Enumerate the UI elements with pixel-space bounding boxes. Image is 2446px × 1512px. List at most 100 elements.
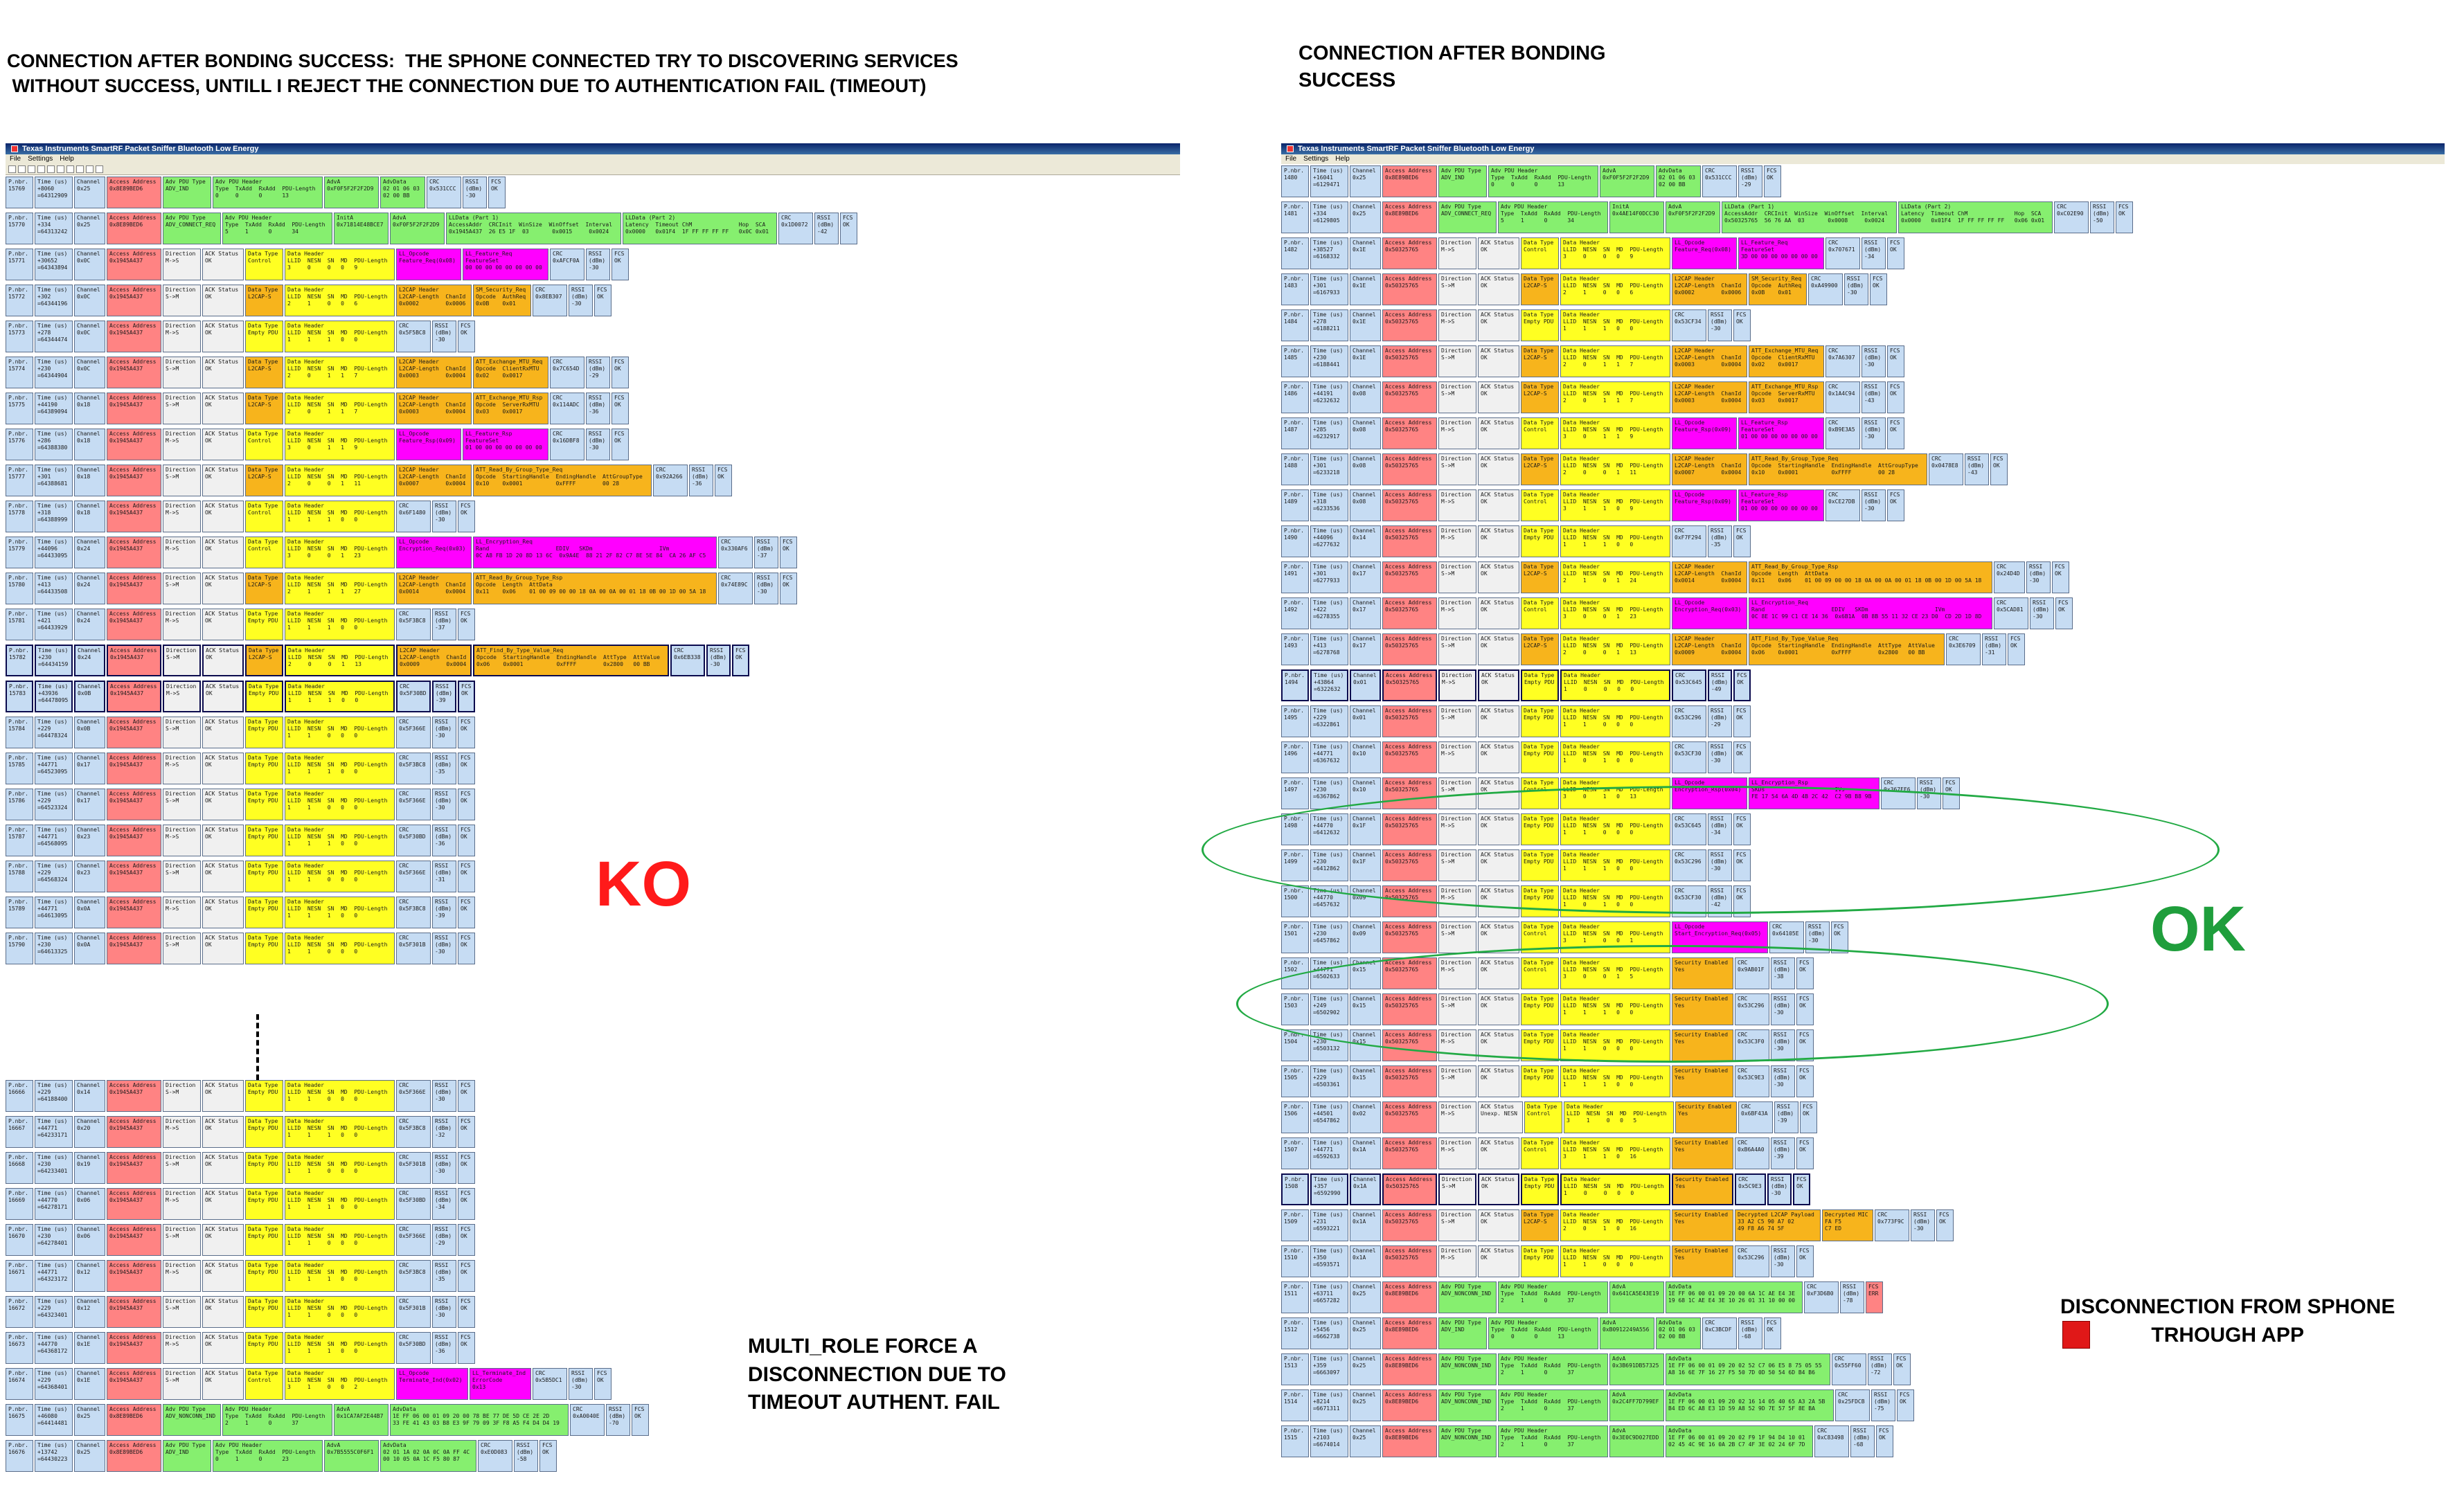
packet-row[interactable]: P.nbr. 1496 Time (us) +44771 =6367632 Chan…	[1281, 741, 1751, 773]
menu-settings[interactable]: Settings	[1303, 155, 1329, 163]
packet-row[interactable]: P.nbr. 15789 Time (us) +44771 =64613095 Ch…	[6, 897, 475, 928]
packet-field: P.nbr. 1500	[1281, 885, 1309, 917]
packet-field: LL_Opcode Feature_Rsp(0x09)	[1672, 417, 1737, 449]
packet-row[interactable]: P.nbr. 16668 Time (us) +230 =64233401 Chan…	[6, 1152, 475, 1184]
save-icon[interactable]	[28, 165, 35, 173]
packet-row[interactable]: P.nbr. 1505 Time (us) +229 =6503361 Channe…	[1281, 1065, 1814, 1097]
window-titlebar[interactable]: Texas Instruments SmartRF Packet Sniffer…	[6, 143, 1180, 154]
packet-row[interactable]: P.nbr. 15777 Time (us) +301 =64388681 Chan…	[6, 465, 732, 496]
play-icon[interactable]	[47, 165, 55, 173]
packet-field: Direction S->M	[163, 393, 201, 424]
packet-row[interactable]: P.nbr. 1508 Time (us) +357 =6592990 Channe…	[1281, 1173, 1810, 1205]
packet-row[interactable]: P.nbr. 1481 Time (us) +334 =6129805 Channe…	[1281, 201, 2133, 233]
packet-row[interactable]: P.nbr. 1488 Time (us) +301 =6233218 Channe…	[1281, 453, 2008, 485]
clear-icon[interactable]	[37, 165, 45, 173]
packet-row[interactable]: P.nbr. 1493 Time (us) +413 =6278768 Channe…	[1281, 633, 2025, 665]
scroll-lock-icon[interactable]	[96, 165, 103, 173]
packet-field: CRC 0x7C654D	[550, 357, 584, 388]
menu-help[interactable]: Help	[60, 155, 74, 163]
packet-row[interactable]: P.nbr. 1512 Time (us) +5456 =6662738 Chann…	[1281, 1317, 1781, 1349]
packet-row[interactable]: P.nbr. 16669 Time (us) +44770 =64278171 Ch…	[6, 1188, 475, 1220]
scroll-down-icon[interactable]	[86, 165, 93, 173]
packet-row[interactable]: P.nbr. 15775 Time (us) +44190 =64389094 Ch…	[6, 393, 629, 424]
packet-row[interactable]: P.nbr. 15776 Time (us) +286 =64388380 Chan…	[6, 429, 629, 460]
packet-field: FCS OK	[1893, 1353, 1911, 1385]
new-icon[interactable]	[8, 165, 16, 173]
menu-settings[interactable]: Settings	[28, 155, 53, 163]
packet-row[interactable]: P.nbr. 15769 Time (us) +8060 =64312909 Cha…	[6, 177, 506, 208]
packet-row[interactable]: P.nbr. 16672 Time (us) +229 =64323401 Chan…	[6, 1296, 475, 1328]
packet-row[interactable]: P.nbr. 1514 Time (us) +8214 =6671311 Chann…	[1281, 1389, 1914, 1421]
packet-row[interactable]: P.nbr. 1492 Time (us) +422 =6278355 Channe…	[1281, 597, 2073, 629]
packet-row[interactable]: P.nbr. 1513 Time (us) +359 =6663097 Channe…	[1281, 1353, 1911, 1385]
packet-row[interactable]: P.nbr. 15790 Time (us) +230 =64613325 Chan…	[6, 933, 475, 964]
open-icon[interactable]	[18, 165, 26, 173]
packet-row[interactable]: P.nbr. 15786 Time (us) +229 =64523324 Chan…	[6, 789, 475, 820]
packet-row[interactable]: P.nbr. 16671 Time (us) +44771 =64323172 Ch…	[6, 1260, 475, 1292]
packet-field: LL_Opcode Feature_Rsp(0x09)	[396, 429, 461, 460]
packet-row[interactable]: P.nbr. 1511 Time (us) +63711 =6657282 Chan…	[1281, 1281, 1883, 1313]
packet-row[interactable]: P.nbr. 15788 Time (us) +229 =64568324 Chan…	[6, 861, 475, 892]
packet-row[interactable]: P.nbr. 15773 Time (us) +278 =64344474 Chan…	[6, 321, 475, 352]
menu-help[interactable]: Help	[1335, 155, 1350, 163]
packet-field: Time (us) +44771 =64523095	[35, 753, 73, 784]
packet-row[interactable]: P.nbr. 1507 Time (us) +44771 =6592633 Chan…	[1281, 1137, 1814, 1169]
filter-icon[interactable]	[76, 165, 84, 173]
packet-field: Data Type Empty PDU	[1521, 1065, 1559, 1097]
packet-row[interactable]: P.nbr. 1510 Time (us) +350 =6593571 Channe…	[1281, 1245, 1814, 1277]
packet-row[interactable]: P.nbr. 1515 Time (us) +2103 =6674014 Chann…	[1281, 1425, 1893, 1457]
packet-row[interactable]: P.nbr. 15771 Time (us) +30652 =64343894 Ch…	[6, 249, 629, 280]
packet-row[interactable]: P.nbr. 1491 Time (us) +301 =6277933 Channe…	[1281, 561, 2069, 593]
packet-row[interactable]: P.nbr. 1486 Time (us) +44191 =6232632 Chan…	[1281, 381, 1904, 413]
packet-row[interactable]: P.nbr. 1480 Time (us) +16041 =6129471 Chan…	[1281, 165, 1781, 197]
packet-row[interactable]: P.nbr. 1489 Time (us) +318 =6233536 Channe…	[1281, 489, 1904, 521]
packet-field: Time (us) +318 =64388999	[35, 501, 73, 532]
packet-row[interactable]: P.nbr. 16666 Time (us) +229 =64188400 Chan…	[6, 1080, 475, 1112]
packet-row[interactable]: P.nbr. 1482 Time (us) +38527 =6168332 Chan…	[1281, 237, 1904, 269]
packet-row[interactable]: P.nbr. 1495 Time (us) +229 =6322861 Channe…	[1281, 705, 1751, 737]
packet-row[interactable]: P.nbr. 15785 Time (us) +44771 =64523095 Ch…	[6, 753, 475, 784]
packet-row[interactable]: P.nbr. 1509 Time (us) +231 =6593221 Channe…	[1281, 1209, 1954, 1241]
packet-field: RSSI (dBm) -30	[754, 573, 778, 604]
packet-row[interactable]: P.nbr. 1494 Time (us) +43864 =6322632 Chan…	[1281, 669, 1751, 701]
packet-field: Data Header LLID NESN SN MD PDU-Length 2…	[1560, 345, 1670, 377]
packet-row[interactable]: P.nbr. 15772 Time (us) +302 =64344196 Chan…	[6, 285, 612, 316]
packet-field: Access Address 0x50325765	[1382, 561, 1437, 593]
packet-field: Data Header LLID NESN SN MD PDU-Length 1…	[285, 717, 395, 748]
packet-row[interactable]: P.nbr. 16674 Time (us) +229 =64368401 Chan…	[6, 1368, 612, 1400]
menu-file[interactable]: File	[10, 155, 21, 163]
packet-field: RSSI (dBm) -30	[1708, 309, 1732, 341]
packet-row[interactable]: P.nbr. 16675 Time (us) +46080 =64414481 Ch…	[6, 1404, 649, 1436]
packet-row[interactable]: P.nbr. 16667 Time (us) +44771 =64233171 Ch…	[6, 1116, 475, 1148]
packet-row[interactable]: P.nbr. 15784 Time (us) +229 =64478324 Chan…	[6, 717, 475, 748]
packet-row[interactable]: P.nbr. 1485 Time (us) +230 =6188441 Channe…	[1281, 345, 1904, 377]
window-titlebar-right[interactable]: Texas Instruments SmartRF Packet Sniffer…	[1281, 143, 2445, 154]
packet-row[interactable]: P.nbr. 15780 Time (us) +413 =64433508 Chan…	[6, 573, 797, 604]
packet-row[interactable]: P.nbr. 15783 Time (us) +43936 =64478095 Ch…	[6, 681, 475, 712]
packet-row[interactable]: P.nbr. 16670 Time (us) +230 =64278401 Chan…	[6, 1224, 475, 1256]
packet-row[interactable]: P.nbr. 1490 Time (us) +44096 =6277632 Chan…	[1281, 525, 1751, 557]
packet-row[interactable]: P.nbr. 1483 Time (us) +301 =6167933 Channe…	[1281, 273, 1887, 305]
packet-row[interactable]: P.nbr. 16676 Time (us) +13742 =64430223 Ch…	[6, 1440, 557, 1472]
fcs-error-marker	[2062, 1321, 2090, 1349]
packet-field: FCS OK	[1793, 1173, 1810, 1205]
stop-icon[interactable]	[66, 165, 74, 173]
packet-field: CRC 0x5F366E	[396, 1224, 431, 1256]
packet-row[interactable]: P.nbr. 1506 Time (us) +44501 =6547862 Chan…	[1281, 1101, 1817, 1133]
packet-row[interactable]: P.nbr. 15787 Time (us) +44771 =64568095 Ch…	[6, 825, 475, 856]
packet-row[interactable]: P.nbr. 16673 Time (us) +44770 =64368172 Ch…	[6, 1332, 475, 1364]
packet-row[interactable]: P.nbr. 15770 Time (us) +334 =64313242 Chan…	[6, 213, 857, 244]
packet-field: CRC 0x8EB307	[533, 285, 567, 316]
packet-row[interactable]: P.nbr. 15778 Time (us) +318 =64388999 Chan…	[6, 501, 475, 532]
packet-row[interactable]: P.nbr. 15779 Time (us) +44096 =64433095 Ch…	[6, 537, 797, 568]
packet-row[interactable]: P.nbr. 15781 Time (us) +421 =64433929 Chan…	[6, 609, 475, 640]
packet-field: P.nbr. 16666	[6, 1080, 33, 1112]
packet-row[interactable]: P.nbr. 15774 Time (us) +230 =64344904 Chan…	[6, 357, 629, 388]
pause-icon[interactable]	[57, 165, 64, 173]
packet-row[interactable]: P.nbr. 1487 Time (us) +285 =6232917 Channe…	[1281, 417, 1904, 449]
packet-field: Channel 0x25	[1350, 1317, 1381, 1349]
packet-row[interactable]: P.nbr. 15782 Time (us) +230 =64434159 Chan…	[6, 645, 749, 676]
packet-field: Data Header LLID NESN SN MD PDU-Length 1…	[285, 1332, 395, 1364]
packet-row[interactable]: P.nbr. 1484 Time (us) +278 =6188211 Channe…	[1281, 309, 1751, 341]
menu-file[interactable]: File	[1285, 155, 1297, 163]
